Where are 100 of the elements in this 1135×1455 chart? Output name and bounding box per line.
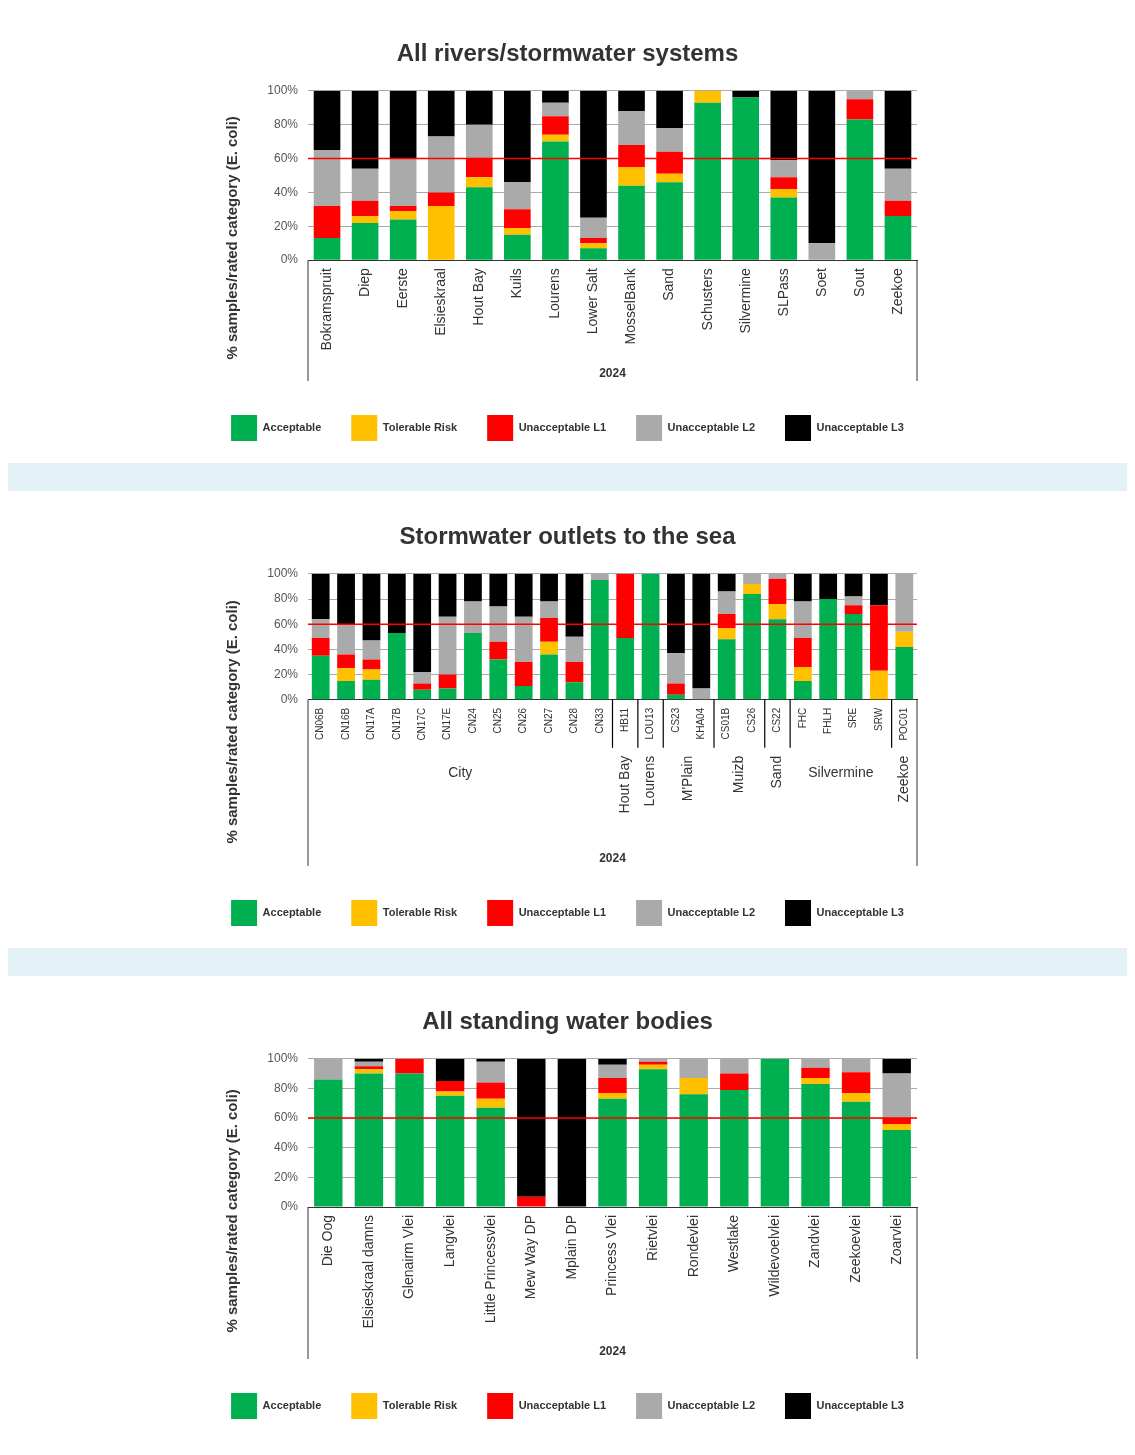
x-axis-title: 2024: [599, 851, 627, 866]
bar: [808, 90, 836, 244]
bar: [395, 1073, 424, 1207]
x-tick-label: Die Oog: [319, 1215, 336, 1267]
bar: [598, 1058, 627, 1065]
bar: [768, 578, 787, 605]
bar: [819, 599, 838, 700]
bar: [720, 1089, 749, 1207]
x-tick-label: Westlake: [725, 1214, 742, 1273]
bar: [489, 573, 508, 607]
x-tick-label: CN27: [542, 707, 554, 734]
bar: [793, 573, 812, 602]
bar: [362, 659, 381, 670]
x-tick-label: Rondevlei: [684, 1215, 701, 1278]
bar: [884, 200, 912, 217]
x-tick-label: CN17E: [441, 707, 453, 741]
bar: [389, 205, 417, 212]
bar: [413, 573, 432, 673]
bar: [793, 680, 812, 700]
x-tick-label: Sand: [660, 268, 677, 301]
x-tick-label: FHLH: [821, 707, 833, 734]
bar: [618, 185, 645, 260]
bar: [793, 601, 812, 639]
bar: [465, 124, 493, 159]
bar: [618, 90, 645, 112]
y-axis-title: % samples/rated category (E. coli): [223, 1089, 241, 1333]
y-tick-label: 80%: [273, 591, 299, 606]
y-tick-label: 0%: [280, 1199, 299, 1214]
bar: [354, 1069, 384, 1074]
bar: [489, 659, 508, 700]
y-axis-title: % samples/rated category (E. coli): [223, 600, 241, 844]
bar: [580, 248, 607, 260]
x-tick-label: Glenairm Vlei: [400, 1215, 417, 1300]
bar: [413, 683, 432, 690]
bar: [656, 90, 683, 129]
bar: [846, 99, 874, 120]
x-tick-label: Zoarvlei: [887, 1215, 904, 1265]
bar: [618, 167, 645, 186]
bar: [313, 238, 341, 260]
text: M'Plain: [679, 755, 696, 802]
bar: [514, 662, 533, 686]
text: Silvermine: [808, 763, 874, 780]
x-tick-label: Zeekoe: [888, 267, 905, 315]
bar: [770, 177, 798, 190]
y-tick-label: 0%: [280, 692, 299, 707]
bar: [870, 670, 888, 700]
bar: [793, 638, 812, 668]
bar: [337, 573, 355, 625]
bar: [489, 606, 508, 642]
bar: [882, 1058, 911, 1074]
x-tick-label: Langvlei: [440, 1215, 457, 1268]
bar: [616, 638, 635, 700]
bar: [540, 641, 558, 655]
text: City: [448, 763, 473, 780]
x-tick-label: SLPass: [774, 268, 791, 317]
legend-label: Tolerable Risk: [382, 421, 459, 434]
legend-label: Unacceptable L2: [667, 1399, 755, 1412]
bar: [354, 1073, 384, 1207]
bar: [464, 573, 482, 602]
x-tick-label: Zeekoevlei: [846, 1215, 863, 1283]
bar: [565, 662, 584, 683]
bar: [841, 1092, 871, 1102]
legend-label: Tolerable Risk: [382, 906, 459, 919]
bar: [841, 1072, 871, 1093]
legend-label: Unacceptable L2: [667, 421, 755, 434]
bar: [476, 1098, 505, 1108]
bar: [337, 668, 355, 681]
bar: [362, 573, 381, 641]
bar: [435, 1091, 465, 1096]
bar: [427, 90, 455, 137]
bar: [389, 211, 417, 220]
y-tick-label: 60%: [273, 1110, 299, 1125]
legend-label: Unacceptable L3: [816, 421, 904, 434]
bar: [801, 1067, 830, 1079]
legend-label: Acceptable: [262, 906, 322, 919]
x-tick-label: Elsieskraal damns: [359, 1215, 376, 1329]
bar: [504, 227, 531, 235]
bar: [841, 1101, 871, 1207]
bar: [844, 573, 863, 597]
legend-label: Unacceptable L2: [667, 906, 755, 919]
y-axis-title: % samples/rated category (E. coli): [223, 116, 241, 360]
legend-label: Unacceptable L1: [518, 1399, 607, 1412]
x-tick-label: LOU13: [644, 707, 656, 740]
bar: [476, 1058, 505, 1062]
bar: [720, 1073, 749, 1090]
chart-title: All standing water bodies: [422, 1007, 713, 1035]
x-tick-label: CS01B: [720, 707, 732, 740]
x-tick-label: Hout Bay: [470, 268, 487, 326]
bar: [465, 187, 493, 260]
x-tick-label: CN26: [517, 707, 529, 734]
bar: [311, 573, 330, 620]
y-tick-label: 20%: [273, 1169, 299, 1184]
bar: [427, 205, 455, 260]
bar: [694, 90, 721, 103]
bar: [311, 655, 330, 700]
y-tick-label: 60%: [273, 616, 299, 631]
bar: [540, 601, 558, 618]
bar: [565, 682, 584, 700]
x-tick-label: CN28: [568, 707, 580, 734]
chart-title: Stormwater outlets to the sea: [399, 522, 737, 550]
